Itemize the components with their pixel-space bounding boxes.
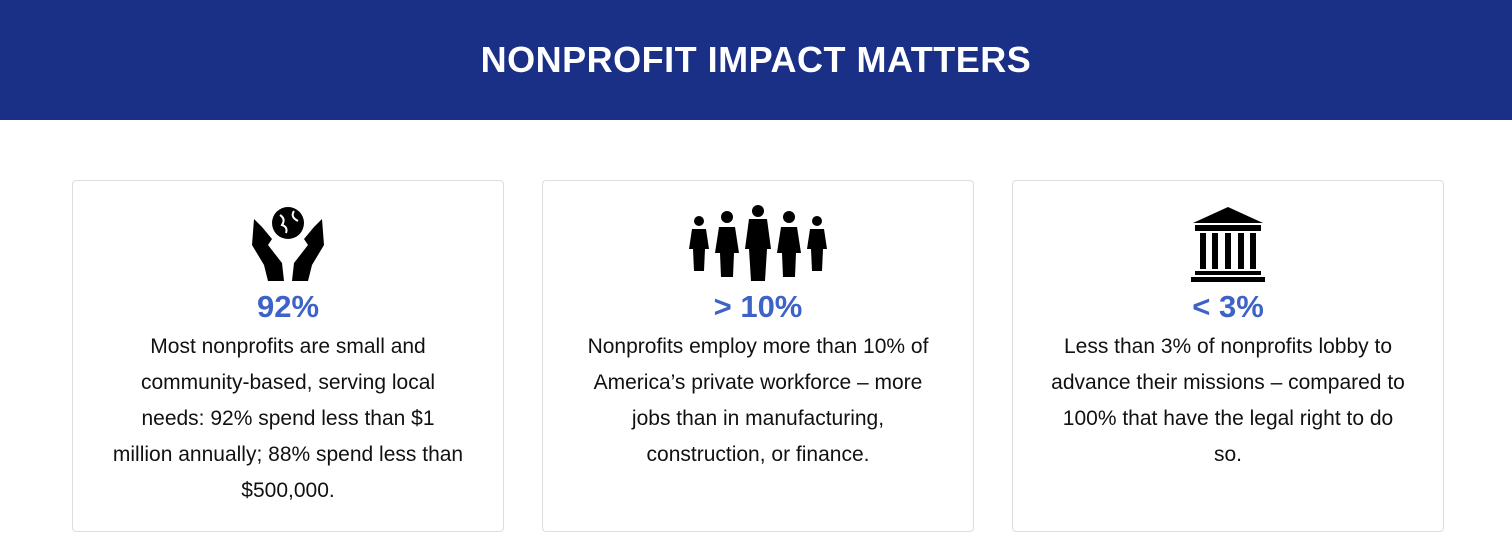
banner: NONPROFIT IMPACT MATTERS [0, 0, 1512, 120]
stat: < 3% [1192, 289, 1264, 324]
icon [543, 205, 973, 283]
stat: 92% [256, 289, 320, 324]
card-row: 92% Most nonprofits are small and commun… [72, 180, 1444, 532]
people-icon [689, 205, 827, 281]
card: < 3% Less than 3% of nonprofits lobby to… [1012, 180, 1444, 532]
description: Most nonprofits are small and community-… [112, 335, 464, 502]
icon [73, 205, 503, 283]
building-icon [1191, 207, 1265, 282]
hands-globe-icon [252, 207, 324, 281]
card: 92% Most nonprofits are small and commun… [72, 180, 504, 532]
card: > 10% Nonprofits employ more than 10% of… [542, 180, 974, 532]
icon [1013, 205, 1443, 283]
description: Less than 3% of nonprofits lobby to adva… [1051, 335, 1405, 466]
stat: > 10% [713, 289, 803, 324]
page-title: NONPROFIT IMPACT MATTERS [480, 39, 1032, 80]
description: Nonprofits employ more than 10% of Ameri… [587, 335, 929, 466]
